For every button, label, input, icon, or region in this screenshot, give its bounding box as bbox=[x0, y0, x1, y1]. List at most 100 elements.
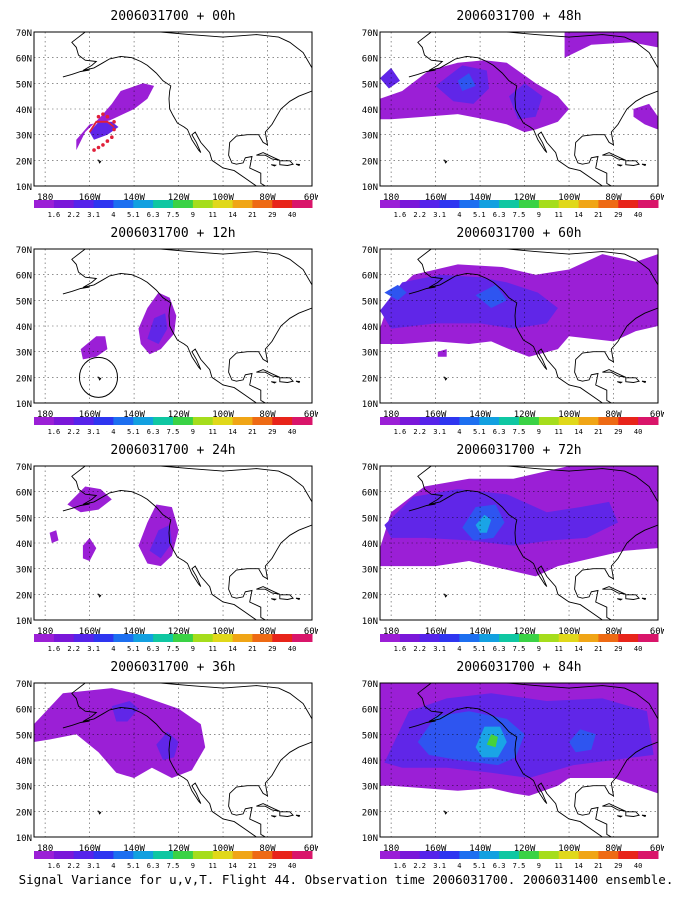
lon-label: 160W bbox=[425, 193, 447, 203]
colorbar-label: 6.3 bbox=[147, 428, 160, 436]
lon-label: 160W bbox=[79, 844, 101, 854]
colorbar-swatch bbox=[538, 851, 560, 859]
colorbar-label: 9 bbox=[191, 211, 195, 219]
colorbar-label: 3.1 bbox=[87, 645, 100, 653]
colorbar-label: 40 bbox=[288, 862, 296, 870]
variance-region bbox=[475, 284, 507, 308]
variance-region bbox=[49, 530, 59, 543]
lon-label: 180 bbox=[383, 844, 399, 854]
colorbar-swatch bbox=[499, 851, 520, 859]
colorbar-swatch bbox=[113, 851, 134, 859]
lon-label: 80W bbox=[259, 627, 276, 637]
colorbar-label: 9 bbox=[537, 211, 541, 219]
colorbar-label: 5.1 bbox=[127, 211, 140, 219]
colorbar-swatch bbox=[133, 851, 154, 859]
colorbar-swatch bbox=[272, 200, 293, 208]
colorbar-label: 21 bbox=[248, 211, 256, 219]
lat-label: 40N bbox=[16, 540, 32, 550]
coastline bbox=[408, 249, 658, 403]
colorbar-label: 6.3 bbox=[147, 211, 160, 219]
lat-label: 50N bbox=[362, 80, 378, 90]
lon-label: 100W bbox=[558, 410, 580, 420]
colorbar-label: 2.2 bbox=[67, 645, 80, 653]
colorbar-swatch bbox=[133, 200, 154, 208]
lat-label: 10N bbox=[362, 834, 378, 844]
lat-label: 20N bbox=[362, 808, 378, 818]
panel-title: 2006031700 + 48h bbox=[456, 9, 582, 24]
colorbar-label: 1.6 bbox=[48, 645, 61, 653]
colorbar-swatch bbox=[459, 200, 480, 208]
colorbar-swatch bbox=[34, 851, 55, 859]
panel-title: 2006031700 + 12h bbox=[110, 226, 236, 241]
lon-label: 100W bbox=[212, 410, 234, 420]
colorbar-swatch bbox=[499, 634, 520, 642]
colorbar-label: 9 bbox=[191, 645, 195, 653]
lat-label: 50N bbox=[16, 80, 32, 90]
colorbar-swatch bbox=[173, 851, 194, 859]
panel-title: 2006031700 + 24h bbox=[110, 443, 236, 458]
colorbar-label: 3.1 bbox=[433, 645, 446, 653]
lat-label: 70N bbox=[16, 29, 32, 39]
lat-label: 70N bbox=[362, 463, 378, 473]
colorbar-label: 9 bbox=[537, 862, 541, 870]
lat-label: 60N bbox=[16, 489, 32, 499]
lon-label: 100W bbox=[558, 627, 580, 637]
map-panel: 70N 60N 50N 40N 30N 20N 10N 180 160W 140W 120W 100W… bbox=[16, 246, 318, 420]
colorbar-swatch bbox=[192, 851, 214, 859]
colorbar-label: 2.2 bbox=[413, 645, 426, 653]
lat-label: 10N bbox=[16, 183, 32, 193]
lon-label: 80W bbox=[259, 193, 276, 203]
colorbar-swatch bbox=[419, 417, 441, 425]
colorbar-label: 21 bbox=[594, 645, 602, 653]
lon-label: 140W bbox=[123, 193, 145, 203]
colorbar-label: 1.6 bbox=[48, 428, 61, 436]
colorbar-swatch bbox=[192, 417, 214, 425]
colorbar-label: 6.3 bbox=[493, 862, 506, 870]
colorbar-label: 11 bbox=[208, 428, 216, 436]
colorbar-swatch bbox=[558, 200, 580, 208]
colorbar-swatch bbox=[272, 634, 293, 642]
variance-region bbox=[156, 731, 179, 760]
lat-label: 40N bbox=[16, 106, 32, 116]
colorbar-swatch bbox=[153, 200, 174, 208]
variance-region bbox=[380, 274, 558, 329]
panel-title: 2006031700 + 60h bbox=[456, 226, 582, 241]
variance-region bbox=[437, 349, 447, 357]
colorbar-swatch bbox=[73, 200, 95, 208]
lat-label: 70N bbox=[362, 29, 378, 39]
lon-label: 80W bbox=[605, 410, 622, 420]
colorbar-label: 5.1 bbox=[473, 645, 486, 653]
colorbar-swatch bbox=[53, 634, 75, 642]
lon-label: 100W bbox=[558, 193, 580, 203]
lon-label: 180 bbox=[383, 627, 399, 637]
colorbar-label: 6.3 bbox=[493, 428, 506, 436]
colorbar-label: 5.1 bbox=[127, 862, 140, 870]
lat-label: 40N bbox=[362, 757, 378, 767]
lon-label: 80W bbox=[605, 627, 622, 637]
colorbar-swatch bbox=[399, 200, 421, 208]
lon-label: 120W bbox=[514, 193, 536, 203]
lon-label: 180 bbox=[37, 193, 53, 203]
colorbar-swatch bbox=[439, 851, 460, 859]
variance-region bbox=[564, 32, 658, 58]
lon-label: 160W bbox=[425, 844, 447, 854]
colorbar-swatch bbox=[459, 851, 480, 859]
lat-label: 10N bbox=[16, 400, 32, 410]
colorbar-label: 2.2 bbox=[67, 862, 80, 870]
colorbar-swatch bbox=[53, 417, 75, 425]
lon-label: 180 bbox=[383, 193, 399, 203]
lat-label: 10N bbox=[362, 617, 378, 627]
colorbar-label: 21 bbox=[248, 645, 256, 653]
colorbar-swatch bbox=[292, 417, 313, 425]
colorbar-swatch bbox=[479, 851, 500, 859]
colorbar-swatch bbox=[618, 851, 639, 859]
colorbar-swatch bbox=[292, 851, 313, 859]
lon-label: 180 bbox=[37, 627, 53, 637]
colorbar-swatch bbox=[598, 851, 619, 859]
colorbar-swatch bbox=[252, 200, 273, 208]
colorbar-swatch bbox=[113, 417, 134, 425]
colorbar-swatch bbox=[34, 634, 55, 642]
lat-label: 40N bbox=[362, 540, 378, 550]
colorbar-label: 40 bbox=[634, 862, 642, 870]
colorbar-swatch bbox=[459, 417, 480, 425]
